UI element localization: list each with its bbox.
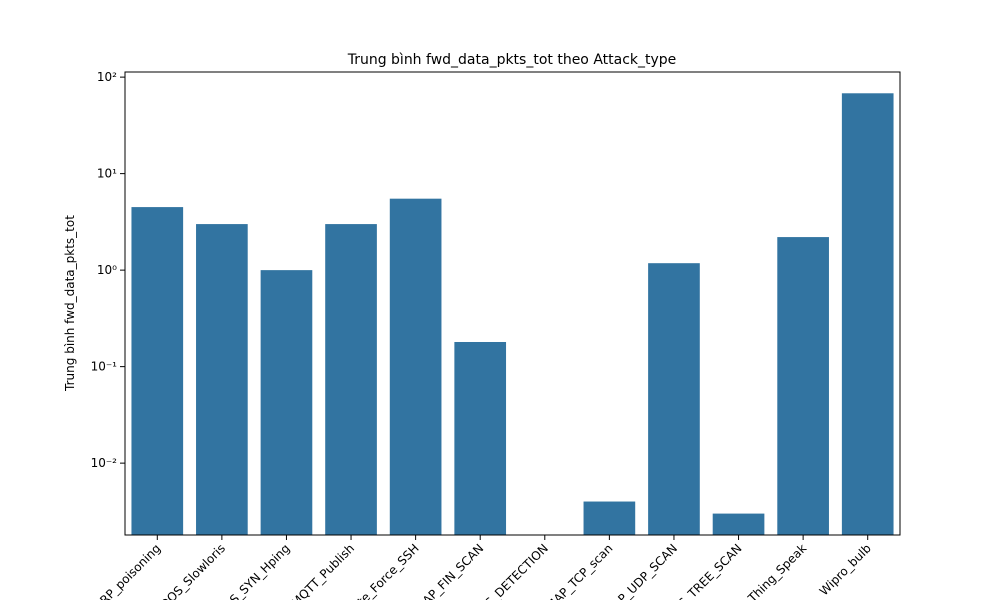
- bar: [260, 270, 313, 535]
- y-tick-label: 10¹: [97, 167, 117, 181]
- bar: [454, 341, 507, 535]
- x-tick-label: Thing_Speak: [745, 541, 810, 600]
- bar: [131, 207, 184, 535]
- x-tick-label: Wipro_bulb: [817, 541, 874, 598]
- bar: [648, 263, 700, 535]
- bar: [196, 224, 248, 535]
- x-tick-label: ARP_poisoning: [91, 541, 163, 600]
- x-tick-label: DDOS_Slowloris: [151, 541, 228, 600]
- bar: [325, 224, 377, 535]
- x-tick-label: MQTT_Publish: [289, 541, 358, 600]
- plot-frame: [124, 71, 901, 536]
- y-tick-label: 10⁰: [97, 263, 117, 277]
- y-tick-label: 10⁻²: [91, 456, 118, 470]
- bar: [389, 198, 442, 535]
- y-tick-label: 10⁻¹: [91, 360, 118, 374]
- y-axis-label: Trung bình fwd_data_pkts_tot: [63, 215, 77, 392]
- bar: [777, 237, 829, 535]
- bar: [583, 501, 636, 535]
- bar: [712, 513, 765, 535]
- chart-title: Trung bình fwd_data_pkts_tot theo Attack…: [347, 52, 677, 68]
- bar: [841, 93, 894, 536]
- y-tick-label: 10²: [97, 70, 117, 84]
